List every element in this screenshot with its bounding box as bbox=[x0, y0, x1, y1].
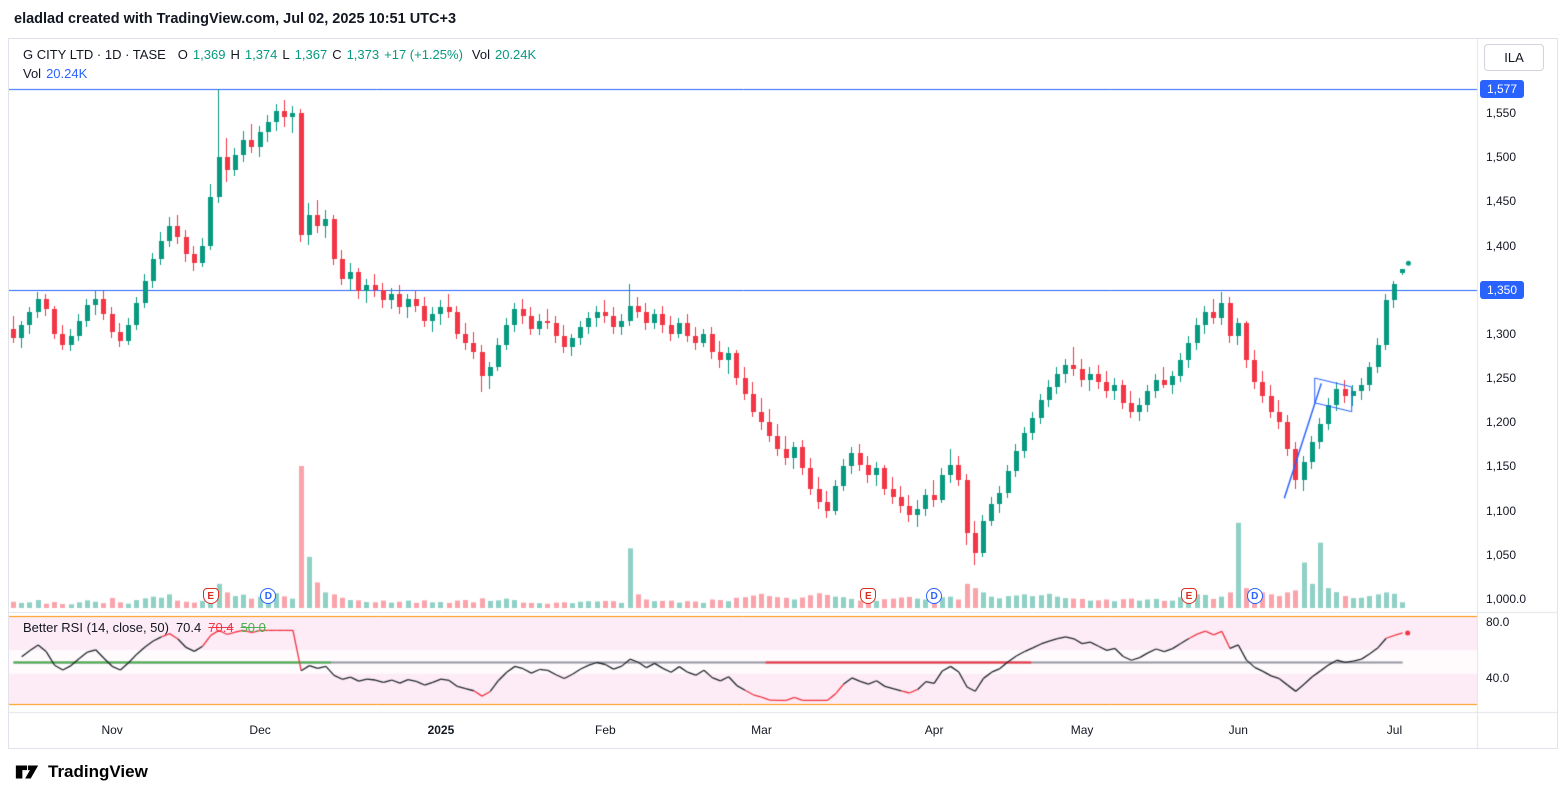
rsi-indicator-title[interactable]: Better RSI (14, close, 50) bbox=[23, 620, 169, 635]
open-value: 1,369 bbox=[192, 47, 226, 62]
rsi-axis-label: 40.0 bbox=[1486, 671, 1510, 685]
price-axis-label: 1,150 bbox=[1486, 459, 1517, 474]
time-axis-label: Jul bbox=[1386, 723, 1403, 737]
price-axis-label: 1,400 bbox=[1486, 238, 1517, 253]
price-chart-canvas[interactable] bbox=[9, 39, 1557, 748]
tradingview-brand[interactable]: TradingView bbox=[48, 762, 148, 781]
rsi-axis-label: 80.0 bbox=[1486, 615, 1510, 629]
price-line-badge[interactable]: 1,350 bbox=[1480, 280, 1525, 299]
attribution-bar: eladlad created with TradingView.com, Ju… bbox=[0, 0, 1564, 38]
price-axis-label: 1,250 bbox=[1486, 371, 1517, 386]
attribution-text: eladlad created with TradingView.com, Ju… bbox=[14, 11, 457, 27]
close-label: C bbox=[332, 47, 342, 62]
volume-indicator-value: 20.24K bbox=[46, 66, 88, 81]
rsi-legend-values: 70.4 70.4 50.0 bbox=[176, 620, 266, 635]
price-axis-label: 1,500 bbox=[1486, 150, 1517, 165]
chart-overlay: G CITY LTD · 1D · TASE O 1,369 H 1,374 L… bbox=[9, 39, 1557, 748]
price-axis-label: 1,200 bbox=[1486, 415, 1517, 430]
price-axis-label: 1,050 bbox=[1486, 547, 1517, 562]
close-value: 1,373 bbox=[346, 47, 380, 62]
time-axis-label: Dec bbox=[249, 723, 271, 737]
price-axis-label: 1,000.0 bbox=[1486, 591, 1527, 606]
rsi-legend-value: 70.4 bbox=[175, 620, 202, 635]
time-axis-label: 2025 bbox=[427, 723, 455, 737]
rsi-indicator-legend: Better RSI (14, close, 50) 70.4 70.4 50.0 bbox=[23, 620, 266, 635]
time-axis-label: Nov bbox=[101, 723, 123, 737]
rsi-legend-value: 70.4 bbox=[208, 620, 234, 635]
earnings-badge[interactable]: E bbox=[860, 588, 877, 604]
volume-indicator-legend: Vol 20.24K bbox=[23, 66, 87, 81]
dividend-badge[interactable]: D bbox=[926, 588, 943, 604]
chart-area: G CITY LTD · 1D · TASE O 1,369 H 1,374 L… bbox=[8, 38, 1558, 749]
price-axis-label: 1,100 bbox=[1486, 503, 1517, 518]
time-axis-label: Feb bbox=[594, 723, 616, 737]
price-axis-label: 1,300 bbox=[1486, 326, 1517, 341]
rsi-legend-value: 50.0 bbox=[240, 620, 266, 635]
earnings-badge[interactable]: E bbox=[1180, 588, 1197, 604]
price-axis-label: 1,450 bbox=[1486, 194, 1517, 209]
footer: TradingView bbox=[14, 757, 148, 787]
volume-indicator-label[interactable]: Vol bbox=[23, 66, 42, 81]
low-value: 1,367 bbox=[294, 47, 328, 62]
time-axis-label: Apr bbox=[924, 723, 944, 737]
dividend-badge[interactable]: D bbox=[260, 588, 277, 604]
dividend-badge[interactable]: D bbox=[1246, 588, 1263, 604]
time-axis-label: Jun bbox=[1228, 723, 1248, 737]
symbol-legend: G CITY LTD · 1D · TASE O 1,369 H 1,374 L… bbox=[23, 47, 536, 62]
currency-unit-button[interactable]: ILA bbox=[1484, 44, 1544, 71]
price-line-badge[interactable]: 1,577 bbox=[1480, 80, 1525, 99]
high-value: 1,374 bbox=[244, 47, 278, 62]
high-label: H bbox=[230, 47, 240, 62]
open-label: O bbox=[177, 47, 188, 62]
change-value: +17 (+1.25%) bbox=[384, 47, 463, 62]
symbol-title[interactable]: G CITY LTD · 1D · TASE bbox=[23, 47, 166, 62]
tradingview-logo[interactable] bbox=[14, 759, 40, 785]
volume-value: 20.24K bbox=[494, 47, 537, 62]
low-label: L bbox=[282, 47, 290, 62]
earnings-badge[interactable]: E bbox=[202, 588, 219, 604]
time-axis-label: May bbox=[1070, 723, 1094, 737]
volume-label: Vol bbox=[471, 47, 490, 62]
price-axis-label: 1,550 bbox=[1486, 106, 1517, 120]
time-axis-label: Mar bbox=[751, 723, 772, 737]
